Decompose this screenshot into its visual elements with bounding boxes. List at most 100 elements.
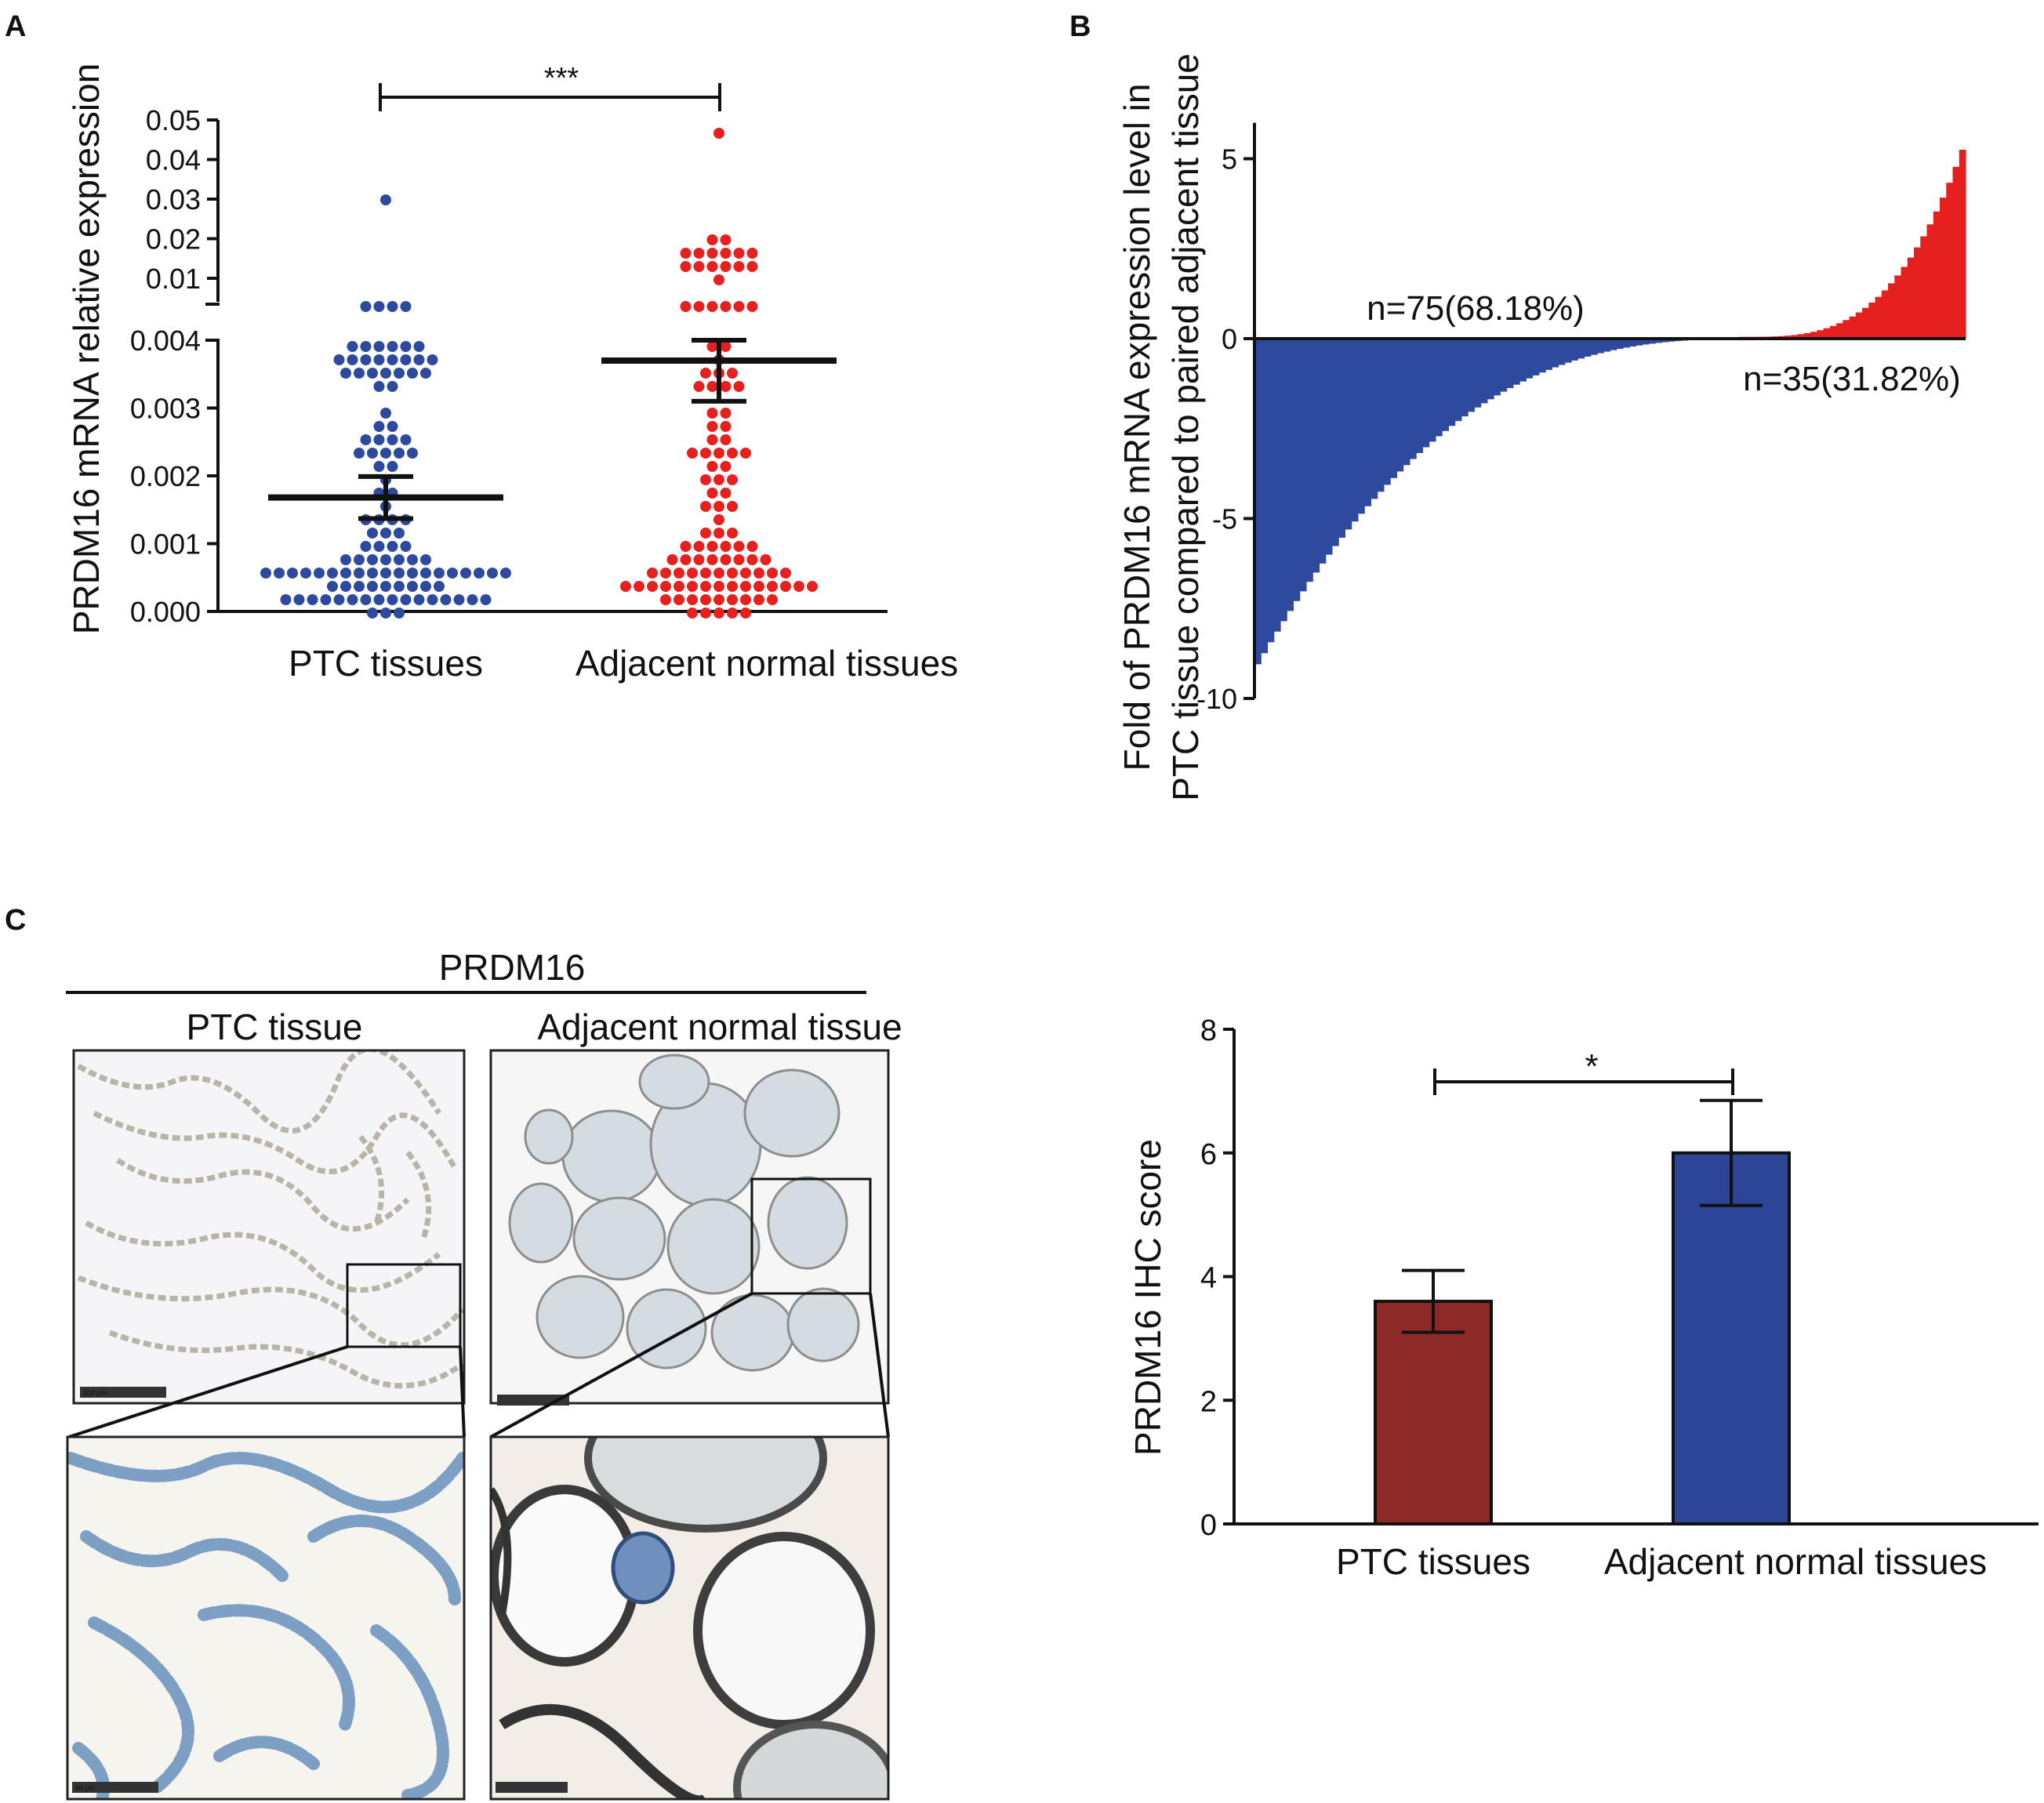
panel-a-ytick-label: 0.000 bbox=[130, 596, 201, 628]
panel-c-ytick-label: 8 bbox=[1200, 1014, 1217, 1047]
panel-a-dot-adjacent bbox=[746, 248, 758, 259]
panel-b-bar-negative bbox=[1254, 339, 1262, 665]
panel-a-dot-ptc bbox=[413, 354, 425, 365]
panel-a-dot-adjacent bbox=[666, 554, 678, 565]
panel-a-dot-adjacent bbox=[680, 301, 692, 312]
panel-a-dot-adjacent bbox=[727, 474, 738, 485]
panel-b-bar-negative bbox=[1500, 339, 1508, 392]
panel-a-stats bbox=[268, 338, 837, 521]
panel-b-bar-positive bbox=[1810, 332, 1817, 339]
panel-b-bar-negative bbox=[1390, 339, 1397, 478]
panel-a-dot-ptc bbox=[327, 581, 338, 592]
panel-a-dot-ptc bbox=[400, 594, 412, 605]
panel-a-dot-ptc bbox=[387, 381, 398, 392]
panel-a-dot-adjacent bbox=[700, 368, 711, 379]
panel-a-dot-adjacent bbox=[767, 594, 778, 605]
panel-a-dot-ptc bbox=[394, 568, 405, 579]
panel-a-dot-ptc bbox=[380, 608, 391, 619]
panel-a-dot-ptc bbox=[467, 594, 478, 605]
panel-b-ytick-label: 0 bbox=[1222, 323, 1237, 355]
panel-label-a: A bbox=[5, 10, 26, 43]
panel-b-bar-negative bbox=[1345, 339, 1352, 530]
ihc-title: PRDM16 bbox=[439, 947, 586, 988]
panel-b-bar-positive bbox=[1926, 224, 1934, 339]
panel-a-dot-ptc bbox=[380, 368, 391, 379]
panel-a-ytick-label: 0.03 bbox=[146, 183, 201, 216]
panel-b-ytick-label: 5 bbox=[1222, 143, 1237, 176]
panel-b-bar-negative bbox=[1584, 339, 1592, 357]
panel-a-dot-ptc bbox=[300, 568, 311, 579]
panel-b-bar-positive bbox=[1836, 323, 1843, 339]
panel-b-bar-negative bbox=[1273, 339, 1281, 632]
panel-a-dot-adjacent bbox=[713, 568, 724, 579]
panel-c-bars bbox=[1374, 1098, 1791, 1526]
panel-a-ylabel: PRDM16 mRNA relative expression bbox=[66, 63, 107, 635]
panel-a-dot-adjacent bbox=[700, 568, 711, 579]
panel-c-ytick-label: 2 bbox=[1200, 1385, 1217, 1418]
panel-b-bar-positive bbox=[1920, 236, 1928, 339]
panel-a-dot-ptc bbox=[387, 354, 398, 365]
panel-b-bar-negative bbox=[1396, 339, 1404, 472]
panel-a-dot-adjacent bbox=[720, 488, 732, 499]
panel-c-ytick-label: 6 bbox=[1200, 1138, 1217, 1171]
panel-a-xlabel-adjacent: Adjacent normal tissues bbox=[575, 643, 958, 684]
panel-b-bar-negative bbox=[1590, 339, 1598, 355]
panel-a-dot-ptc bbox=[354, 368, 365, 379]
panel-b-bar-negative bbox=[1661, 339, 1669, 343]
ihc-image-adjacent-zoom bbox=[489, 1435, 890, 1801]
panel-a-dot-adjacent bbox=[720, 301, 732, 312]
panel-a-dot-ptc bbox=[380, 528, 391, 539]
ihc-zoom-line-2a bbox=[490, 1292, 753, 1438]
panel-a-dot-adjacent bbox=[647, 581, 658, 592]
panel-a-dot-adjacent bbox=[780, 581, 791, 592]
panel-b-bar-negative bbox=[1526, 339, 1534, 379]
panel-a-dot-adjacent bbox=[720, 421, 732, 432]
panel-a-dot-ptc bbox=[373, 541, 385, 552]
panel-a-dot-adjacent bbox=[727, 568, 738, 579]
panel-a-dot-ptc bbox=[480, 594, 492, 605]
panel-b-bar-negative bbox=[1597, 339, 1604, 354]
panel-b-bar-negative bbox=[1293, 339, 1301, 601]
panel-a-dot-ptc bbox=[367, 368, 378, 379]
panel-b-bar-negative bbox=[1468, 339, 1475, 412]
panel-a-dot-adjacent bbox=[733, 248, 745, 259]
panel-b-bar-positive bbox=[1933, 211, 1941, 339]
panel-a-dot-ptc bbox=[453, 594, 465, 605]
panel-a-dot-adjacent bbox=[706, 381, 718, 392]
panel-a-dot-adjacent bbox=[720, 408, 732, 419]
panel-label-b: B bbox=[1069, 10, 1091, 43]
panel-b-bar-negative bbox=[1519, 339, 1527, 382]
panel-a-dot-adjacent bbox=[767, 581, 778, 592]
panel-a-dot-ptc bbox=[373, 341, 385, 352]
panel-b-bar-negative bbox=[1552, 339, 1559, 368]
panel-b-bar-negative bbox=[1312, 339, 1320, 573]
panel-a-dots bbox=[260, 128, 818, 619]
panel-a-dot-ptc bbox=[367, 581, 378, 592]
panel-a-dot-adjacent bbox=[706, 541, 718, 552]
panel-b-bar-negative bbox=[1461, 339, 1469, 417]
panel-b-bar-positive bbox=[1817, 330, 1824, 339]
panel-a-dot-ptc bbox=[380, 194, 391, 205]
panel-a-dot-adjacent bbox=[700, 594, 711, 605]
ihc-zoom-line-2b bbox=[869, 1293, 890, 1438]
panel-a-dot-adjacent bbox=[746, 541, 758, 552]
panel-a-dot-ptc bbox=[407, 581, 418, 592]
panel-a-dot-adjacent bbox=[733, 301, 745, 312]
panel-b-bar-negative bbox=[1416, 339, 1423, 453]
panel-b-bar-negative bbox=[1448, 339, 1456, 426]
panel-a-dot-ptc bbox=[327, 568, 338, 579]
panel-a-dot-ptc bbox=[354, 554, 365, 565]
panel-a-dot-adjacent bbox=[720, 381, 732, 392]
panel-a-dot-adjacent bbox=[780, 568, 791, 579]
panel-a-dot-ptc bbox=[440, 594, 452, 605]
panel-b-bar-negative bbox=[1261, 339, 1269, 654]
panel-b-bar-positive bbox=[1829, 325, 1837, 339]
panel-a-dot-ptc bbox=[400, 341, 412, 352]
panel-a-dot-adjacent bbox=[740, 568, 751, 579]
panel-b-bar-negative bbox=[1383, 339, 1391, 485]
panel-a-dot-ptc bbox=[373, 354, 385, 365]
panel-a-dot-adjacent bbox=[693, 248, 705, 259]
panel-b-bar-positive bbox=[1907, 257, 1915, 339]
panel-a-dot-adjacent bbox=[706, 421, 718, 432]
